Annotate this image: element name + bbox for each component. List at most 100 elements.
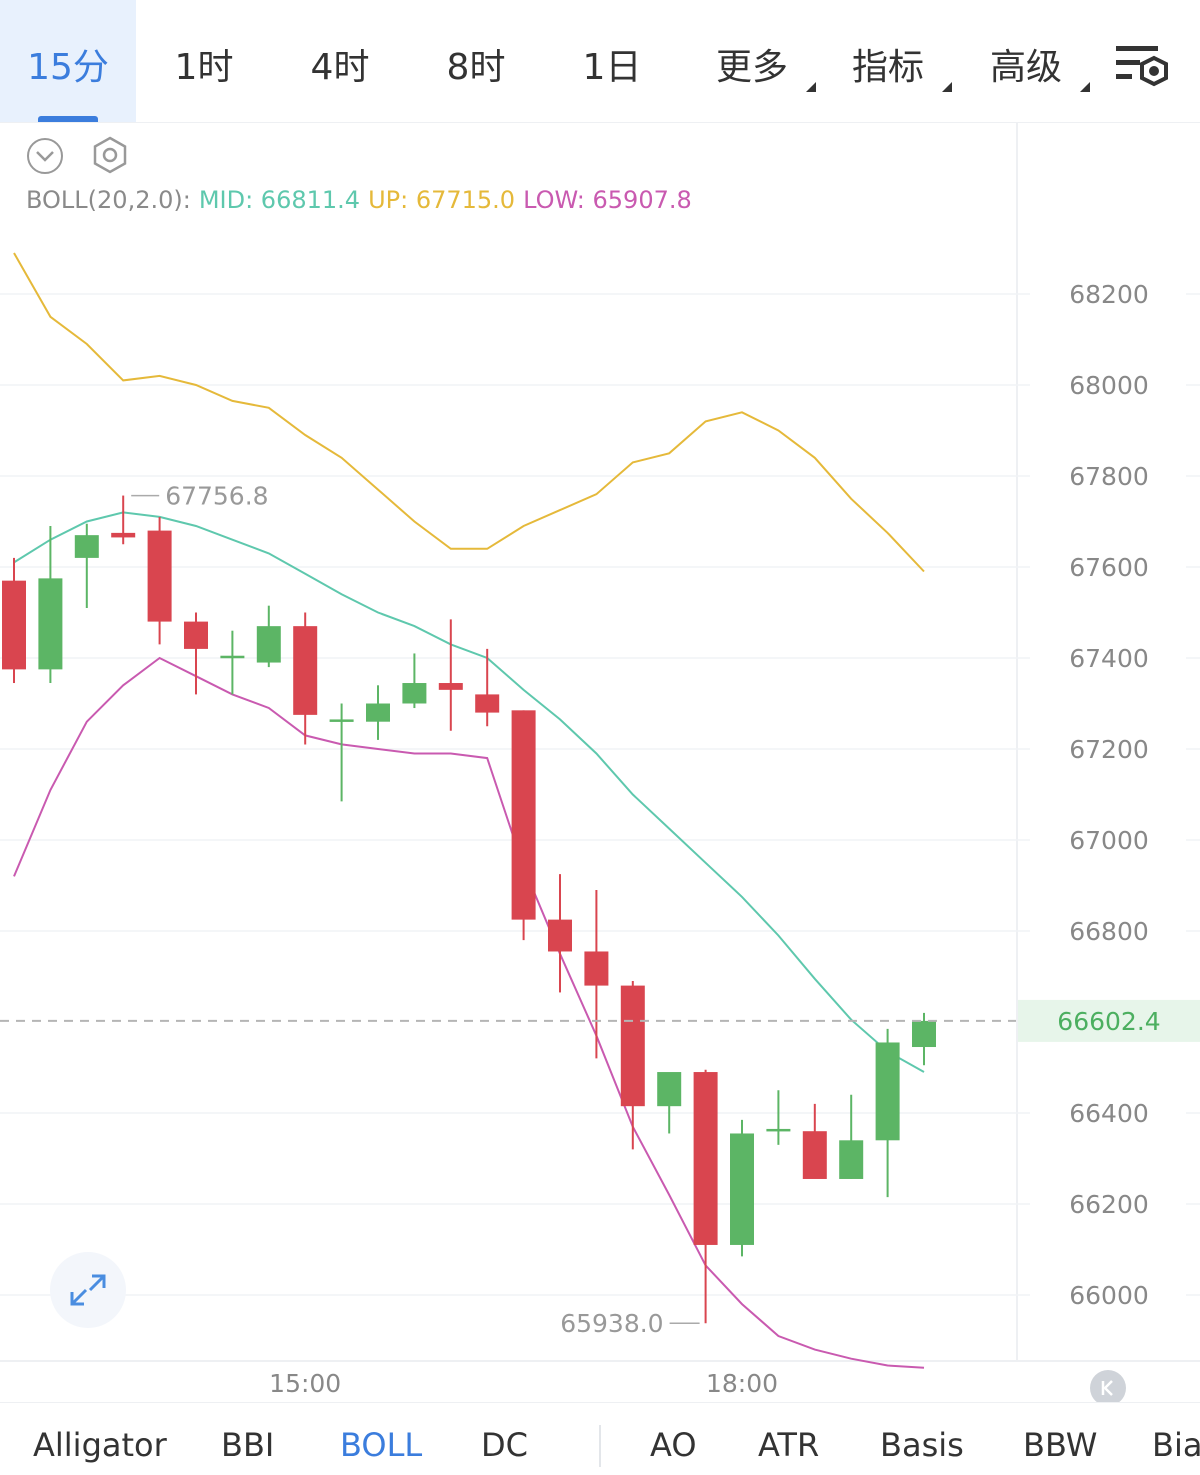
candle [511, 710, 536, 941]
interval-tabbar: 15分 1时 4时 8时 1日 更多 指标 高级 [0, 0, 1200, 123]
tab-8h[interactable]: 8时 [408, 0, 544, 122]
candle-body [475, 694, 500, 713]
indicator-tab-boll[interactable]: BOLL [340, 1426, 423, 1464]
candle [802, 1103, 827, 1179]
candle [111, 495, 136, 545]
tab-8h-label: 8时 [446, 47, 506, 88]
y-tick-label: 67200 [1069, 735, 1149, 764]
y-tick-label: 68200 [1069, 280, 1149, 309]
candle [438, 619, 463, 731]
candle-body [38, 578, 63, 670]
candle [620, 981, 645, 1150]
candle [329, 703, 354, 802]
candle-body [730, 1133, 754, 1245]
dropdown-caret-icon [1080, 82, 1090, 92]
tab-1h-label: 1时 [174, 47, 234, 88]
indicator-tab-bias[interactable]: Bias [1152, 1426, 1200, 1464]
indicator-tab-bbw[interactable]: BBW [1023, 1426, 1098, 1464]
candle [839, 1094, 864, 1179]
candlestick-chart[interactable]: 66602.4 67756.8 65938.0 68200 68000 67800 676… [0, 0, 1200, 1402]
y-tick-label: 66000 [1069, 1281, 1149, 1310]
candle [256, 605, 281, 668]
x-tick-label: 15:00 [269, 1369, 341, 1398]
chart-settings-icon[interactable] [1112, 40, 1174, 94]
boll-upper-line [13, 252, 925, 573]
dropdown-caret-icon [806, 82, 816, 92]
candle [475, 648, 500, 727]
candle-body [438, 683, 463, 690]
candle-body [293, 626, 318, 715]
tab-indicators[interactable]: 指标 [838, 0, 952, 122]
boll-mid-line [13, 511, 925, 1073]
y-tick-label: 66800 [1069, 917, 1149, 946]
fullscreen-button[interactable] [50, 1252, 126, 1328]
indicator-tab-ao[interactable]: AO [650, 1426, 697, 1464]
indicator-tab-bbi[interactable]: BBI [221, 1426, 275, 1464]
y-tick-label: 67400 [1069, 644, 1149, 673]
candle-body [74, 535, 99, 558]
indicator-settings-gear-icon[interactable] [90, 135, 130, 175]
candle-body [2, 580, 26, 670]
tab-1d[interactable]: 1日 [544, 0, 680, 122]
candle-body [657, 1072, 682, 1107]
candle [875, 1028, 900, 1198]
candle [2, 557, 26, 684]
candle-body [402, 683, 427, 704]
indicator-tab-dc[interactable]: DC [481, 1426, 528, 1464]
tab-more[interactable]: 更多 [702, 0, 816, 122]
y-tick-label: 66400 [1069, 1099, 1149, 1128]
candle-body [147, 530, 172, 622]
last-price-badge [1018, 999, 1200, 1042]
candle [38, 526, 63, 684]
candle-body [912, 1020, 936, 1048]
candle-body [875, 1042, 900, 1141]
high-marker-label: 67756.8 [165, 482, 268, 511]
indicator-tab-atr[interactable]: ATR [758, 1426, 820, 1464]
candle-body [802, 1131, 827, 1179]
y-tick-label: 66200 [1069, 1190, 1149, 1219]
x-tick-label: 18:00 [706, 1369, 778, 1398]
y-tick-label: 68000 [1069, 371, 1149, 400]
y-tick-label: 67800 [1069, 462, 1149, 491]
candle [293, 612, 318, 745]
tab-4h-label: 4时 [310, 47, 370, 88]
tab-1h[interactable]: 1时 [136, 0, 272, 122]
last-price-label: 66602.4 [1057, 1007, 1160, 1036]
tab-advanced-label: 高级 [989, 47, 1062, 88]
tab-separator [599, 1425, 601, 1467]
active-tab-indicator [38, 116, 98, 122]
jump-to-latest-button[interactable] [1090, 1370, 1126, 1406]
boll-mid-value: MID: 66811.4 [198, 186, 361, 214]
tab-advanced[interactable]: 高级 [976, 0, 1090, 122]
boll-legend: BOLL(20,2.0): MID: 66811.4 UP: 67715.0 LOW:… [26, 186, 700, 214]
boll-low-value: LOW: 65907.8 [523, 186, 692, 214]
low-marker-label: 65938.0 [560, 1309, 663, 1338]
indicator-tab-alligator[interactable]: Alligator [33, 1426, 167, 1464]
candle-body [511, 710, 536, 920]
candle-body [620, 985, 645, 1107]
tab-15m-label: 15分 [27, 47, 109, 88]
candle-body [220, 655, 245, 659]
tab-4h[interactable]: 4时 [272, 0, 408, 122]
indicator-tabbar: Alligator BBI BOLL DC AO ATR Basis BBW Bias [0, 1402, 1200, 1475]
candle [184, 612, 208, 695]
y-tick-label: 67600 [1069, 553, 1149, 582]
candle-body [584, 951, 609, 986]
candle-body [548, 919, 572, 952]
tab-15m[interactable]: 15分 [0, 0, 136, 122]
dropdown-caret-icon [942, 82, 952, 92]
candle [766, 1090, 791, 1145]
expand-arrows-icon [70, 1274, 106, 1306]
candle [366, 685, 390, 740]
collapse-chevron-icon[interactable] [26, 137, 64, 175]
candle [584, 890, 609, 1059]
candle-body [693, 1072, 718, 1245]
candle [147, 516, 172, 645]
tab-1d-label: 1日 [582, 47, 642, 88]
candle-body [184, 621, 208, 649]
candle [74, 523, 99, 608]
indicator-tab-basis[interactable]: Basis [880, 1426, 964, 1464]
candle-body [366, 703, 390, 722]
candle [693, 1069, 718, 1324]
candle [548, 874, 572, 993]
